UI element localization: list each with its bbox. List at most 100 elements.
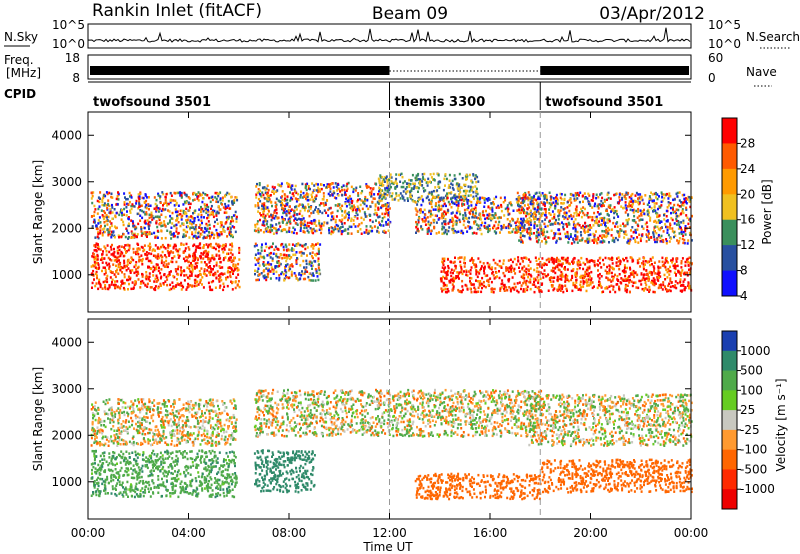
- echo-cell: [676, 281, 679, 285]
- echo-cell: [199, 210, 202, 214]
- echo-cell: [574, 228, 577, 231]
- echo-cell: [97, 222, 100, 225]
- echo-cell: [353, 206, 356, 209]
- echo-cell: [156, 236, 159, 239]
- echo-cell: [145, 211, 148, 214]
- echo-cell: [660, 234, 663, 238]
- echo-cell: [218, 208, 221, 211]
- echo-cell: [132, 222, 135, 225]
- echo-cell: [575, 273, 578, 276]
- echo-cell: [274, 227, 277, 230]
- echo-cell: [206, 252, 209, 255]
- echo-cell: [564, 273, 567, 277]
- echo-cell: [421, 180, 424, 183]
- echo-cell: [598, 277, 601, 280]
- echo-cell: [641, 198, 644, 202]
- echo-cell: [184, 249, 187, 253]
- echo-cell: [259, 199, 262, 203]
- echo-cell: [327, 185, 330, 188]
- echo-cell: [271, 204, 273, 208]
- echo-cell: [278, 200, 281, 203]
- echo-cell: [659, 220, 662, 223]
- echo-cell: [297, 198, 300, 202]
- echo-cell: [474, 263, 476, 266]
- echo-cell: [180, 209, 183, 212]
- echo-cell: [525, 267, 528, 271]
- echo-cell: [197, 275, 200, 278]
- echo-cell: [128, 200, 131, 204]
- echo-cell: [500, 203, 503, 207]
- echo-cell: [171, 260, 174, 264]
- echo-cell: [495, 195, 498, 199]
- echo-cell: [475, 203, 478, 206]
- echo-cell: [209, 242, 212, 246]
- echo-cell: [613, 216, 616, 220]
- echo-cell: [107, 215, 110, 219]
- echo-cell: [592, 194, 595, 198]
- echo-cell: [623, 259, 625, 262]
- echo-cell: [336, 209, 339, 213]
- echo-cell: [271, 224, 274, 227]
- echo-cell: [437, 218, 440, 221]
- echo-cell: [111, 203, 113, 207]
- echo-cell: [667, 267, 670, 271]
- echo-cell: [266, 213, 269, 216]
- echo-cell: [275, 208, 278, 211]
- echo-cell: [93, 258, 96, 261]
- echo-cell: [220, 221, 222, 225]
- echo-cell: [653, 267, 656, 270]
- echo-cell: [488, 224, 491, 227]
- echo-cell: [381, 217, 384, 220]
- echo-cell: [179, 191, 182, 194]
- echo-cell: [637, 210, 640, 213]
- echo-cell: [135, 199, 138, 203]
- echo-cell: [287, 208, 290, 212]
- echo-cell: [442, 270, 445, 273]
- echo-cell: [626, 266, 629, 270]
- echo-cell: [548, 236, 551, 239]
- echo-cell: [352, 223, 355, 226]
- echo-cell: [649, 216, 652, 220]
- echo-cell: [341, 214, 344, 217]
- echo-cell: [493, 197, 496, 200]
- echo-cell: [101, 252, 104, 256]
- echo-cell: [665, 268, 668, 272]
- echo-cell: [119, 287, 122, 290]
- echo-cell: [189, 219, 192, 222]
- echo-cell: [463, 258, 466, 261]
- echo-cell: [180, 196, 183, 199]
- echo-cell: [286, 198, 289, 202]
- echo-cell: [140, 227, 143, 231]
- echo-cell: [570, 217, 573, 221]
- echo-cell: [193, 253, 196, 257]
- echo-cell: [630, 256, 633, 260]
- echo-cell: [105, 277, 108, 280]
- echo-cell: [150, 261, 153, 264]
- echo-cell: [688, 268, 690, 271]
- echo-cell: [484, 274, 487, 278]
- echo-cell: [159, 282, 162, 286]
- echo-cell: [129, 211, 132, 214]
- echo-cell: [194, 231, 197, 234]
- echo-cell: [679, 278, 682, 281]
- echo-cell: [463, 219, 466, 223]
- echo-cell: [155, 274, 158, 277]
- echo-cell: [657, 273, 660, 277]
- echo-cell: [658, 214, 661, 217]
- echo-cell: [529, 281, 532, 284]
- echo-cell: [458, 172, 461, 176]
- echo-cell: [160, 213, 163, 216]
- echo-cell: [588, 265, 591, 268]
- echo-cell: [258, 273, 261, 276]
- echo-cell: [436, 214, 438, 218]
- echo-cell: [210, 231, 213, 235]
- echo-cell: [528, 216, 531, 220]
- echo-cell: [110, 230, 113, 234]
- echo-cell: [466, 199, 469, 203]
- echo-cell: [625, 233, 628, 236]
- echo-cell: [108, 204, 111, 208]
- echo-cell: [195, 245, 198, 248]
- echo-cell: [402, 190, 405, 193]
- echo-cell: [474, 174, 477, 177]
